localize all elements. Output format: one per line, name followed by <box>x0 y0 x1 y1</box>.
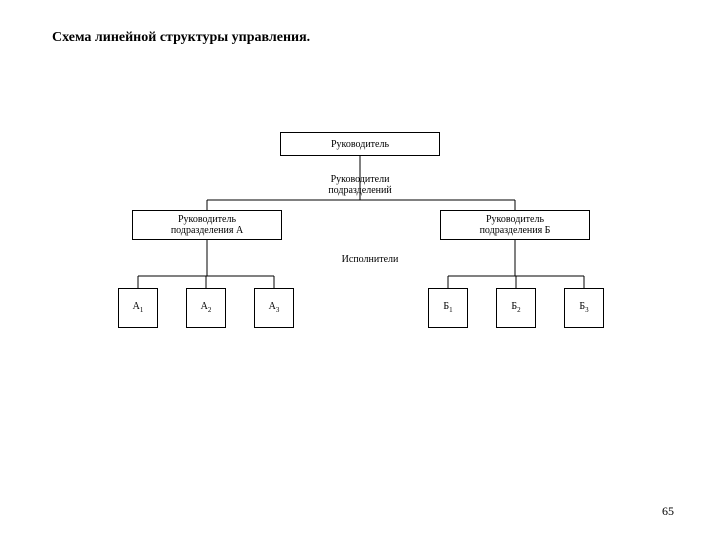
node-root: Руководитель <box>280 132 440 156</box>
level2-label: Руководители подразделений <box>300 174 420 196</box>
node-A1: А1 <box>118 288 158 328</box>
connector-lines <box>0 0 720 540</box>
node-A2: А2 <box>186 288 226 328</box>
node-B2: Б2 <box>496 288 536 328</box>
page-title: Схема линейной структуры управления. <box>52 30 310 46</box>
page-number: 65 <box>662 504 674 519</box>
node-A3: А3 <box>254 288 294 328</box>
node-headA: Руководительподразделения А <box>132 210 282 240</box>
level4-label: Исполнители <box>330 254 410 265</box>
node-headB: Руководительподразделения Б <box>440 210 590 240</box>
node-B1: Б1 <box>428 288 468 328</box>
node-B3: Б3 <box>564 288 604 328</box>
